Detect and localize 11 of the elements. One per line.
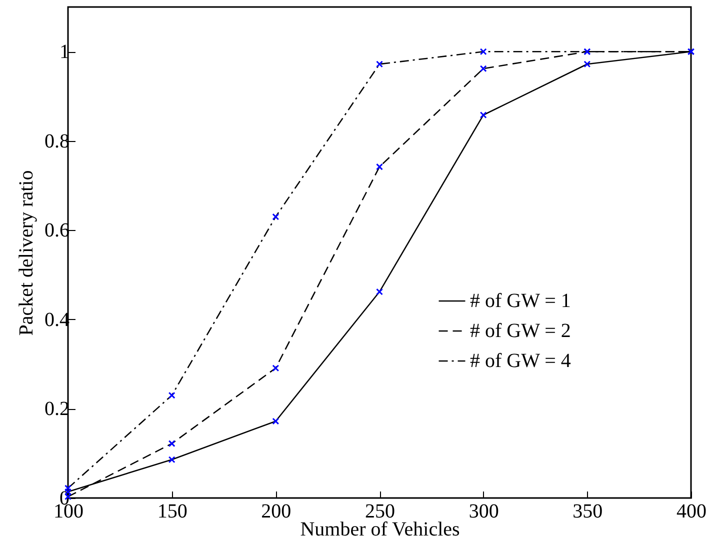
legend-label: # of GW = 4	[470, 350, 571, 372]
legend-label: # of GW = 1	[470, 290, 571, 312]
legend-label: # of GW = 2	[470, 320, 571, 342]
x-tick-label: 300	[468, 500, 499, 522]
y-axis-title: Packet delivery ratio	[16, 170, 38, 336]
x-tick-label: 200	[261, 500, 292, 522]
x-tick-label: 350	[572, 500, 603, 522]
x-tick-label: 400	[676, 500, 706, 522]
x-tick-label: 150	[157, 500, 188, 522]
y-tick-label: 0.2	[44, 398, 70, 420]
y-tick-label: 1	[60, 41, 70, 64]
